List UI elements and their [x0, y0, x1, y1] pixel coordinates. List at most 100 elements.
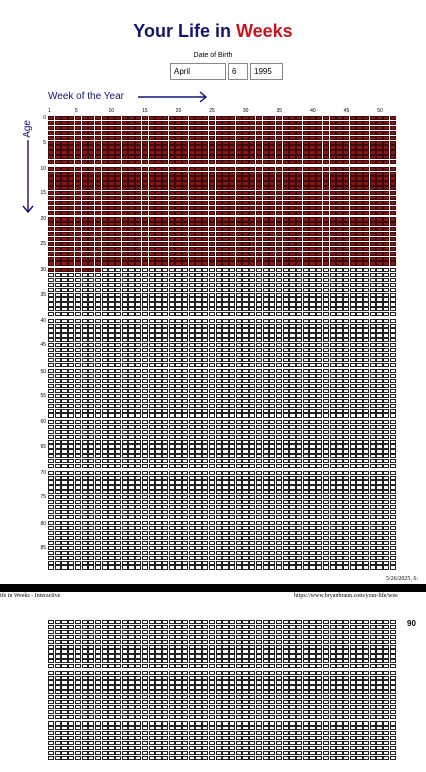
week-box-lived	[202, 191, 209, 196]
week-box-lived	[309, 171, 316, 176]
week-box	[188, 521, 196, 526]
week-box-lived	[275, 160, 283, 165]
week-box-lived	[235, 125, 242, 130]
week-box-lived	[115, 236, 122, 242]
week-box	[202, 470, 209, 475]
week-box	[121, 413, 128, 418]
week-box	[249, 393, 256, 398]
week-box	[54, 312, 61, 317]
week-box-lived	[336, 181, 343, 186]
week-box	[195, 540, 202, 546]
week-box	[155, 504, 162, 510]
week-box	[121, 379, 128, 384]
week-box	[262, 398, 269, 403]
week-box	[383, 434, 390, 439]
week-box	[228, 362, 236, 367]
week-box-lived	[48, 196, 55, 201]
week-box	[202, 282, 209, 287]
week-box-lived	[302, 181, 309, 186]
week-box-lived	[269, 232, 276, 237]
week-box	[329, 521, 336, 526]
week-box-lived	[275, 241, 283, 247]
week-box	[68, 449, 75, 454]
week-box	[369, 348, 377, 353]
week-box-lived	[356, 191, 363, 196]
week-box	[329, 454, 336, 459]
week-box-lived	[94, 160, 102, 165]
week-box	[262, 352, 269, 358]
week-box-lived	[389, 160, 397, 165]
week-box	[128, 555, 135, 560]
week-box	[68, 629, 75, 634]
week-box-lived	[121, 196, 128, 201]
week-box	[208, 328, 216, 333]
week-box-lived	[376, 135, 383, 140]
week-box-lived	[135, 176, 142, 181]
week-box	[155, 485, 162, 490]
week-box	[182, 369, 189, 374]
week-box	[61, 384, 68, 389]
week-box-lived	[349, 160, 356, 165]
week-box	[135, 374, 142, 379]
week-box-lived	[222, 251, 229, 256]
week-box-lived	[356, 205, 363, 211]
week-box	[128, 307, 135, 312]
week-box	[108, 388, 115, 394]
week-box-lived	[296, 145, 303, 150]
week-box	[168, 282, 175, 287]
birth-day-input[interactable]: 6	[228, 63, 248, 80]
week-box	[336, 495, 343, 500]
week-box	[275, 282, 283, 287]
week-box-lived	[108, 256, 115, 261]
week-box	[235, 343, 242, 348]
week-box	[383, 429, 390, 434]
week-box	[356, 272, 363, 278]
week-box	[222, 514, 229, 519]
week-box	[242, 540, 249, 546]
week-box	[81, 379, 88, 384]
week-box	[235, 267, 242, 273]
week-box-lived	[329, 201, 336, 206]
week-box	[115, 272, 122, 278]
week-box	[175, 292, 182, 297]
birth-year-input[interactable]: 1995	[250, 63, 283, 80]
birth-month-select[interactable]: April	[170, 63, 226, 80]
week-box-lived	[329, 120, 336, 126]
week-box-lived	[336, 120, 343, 126]
week-box	[349, 475, 356, 480]
week-box-lived	[309, 261, 316, 266]
week-box-lived	[74, 261, 82, 266]
week-box-lived	[282, 155, 289, 160]
week-box-lived	[68, 201, 75, 206]
week-box	[255, 413, 263, 418]
week-box-lived	[389, 116, 397, 121]
week-box-lived	[363, 201, 370, 206]
week-box	[222, 475, 229, 480]
week-box-lived	[148, 201, 155, 206]
week-box	[108, 624, 115, 630]
week-box	[389, 287, 397, 292]
life-grid-row	[48, 312, 397, 317]
week-box	[329, 292, 336, 297]
week-box-lived	[215, 205, 222, 211]
week-box-lived	[81, 191, 88, 196]
week-box	[282, 620, 289, 625]
week-box	[61, 500, 68, 505]
week-box-lived	[74, 205, 82, 211]
week-box	[81, 624, 88, 630]
week-box	[228, 388, 236, 394]
week-box	[289, 302, 296, 307]
week-box	[208, 521, 216, 526]
week-box-lived	[342, 232, 350, 237]
week-box	[141, 393, 149, 398]
week-box	[322, 620, 330, 625]
week-box	[48, 545, 55, 550]
week-box	[115, 444, 122, 449]
week-box-lived	[275, 205, 283, 211]
week-box	[262, 307, 269, 312]
week-box-lived	[188, 246, 196, 251]
week-box	[228, 302, 236, 307]
week-box-lived	[68, 140, 75, 145]
week-box-lived	[289, 201, 296, 206]
week-box	[282, 408, 289, 413]
